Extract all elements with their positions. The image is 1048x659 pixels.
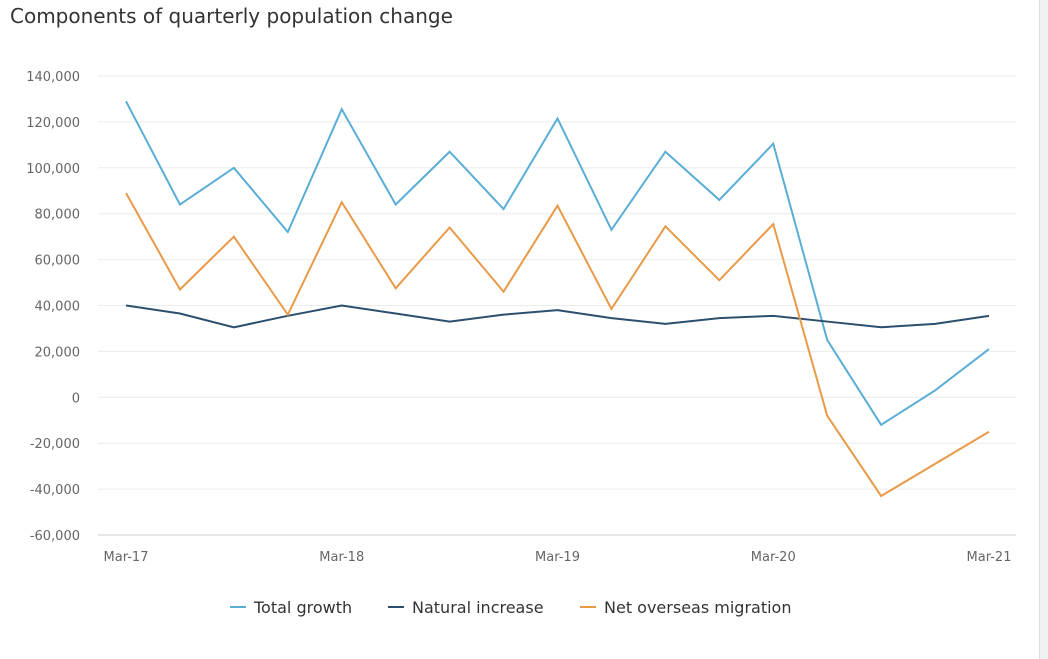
series-line-natural-increase xyxy=(125,304,990,329)
y-tick-label: 120,000 xyxy=(26,116,80,131)
y-tick-label: 20,000 xyxy=(35,345,81,360)
scrollbar[interactable] xyxy=(1039,0,1048,659)
y-tick-label: -40,000 xyxy=(30,483,80,498)
x-tick-label: Mar-19 xyxy=(535,550,580,565)
series-line-total-growth xyxy=(125,100,990,427)
y-tick-label: 80,000 xyxy=(35,208,81,223)
y-tick-label: 0 xyxy=(72,391,80,406)
x-tick-label: Mar-18 xyxy=(319,550,364,565)
x-tick-label: Mar-21 xyxy=(967,550,1012,565)
y-tick-label: 40,000 xyxy=(35,300,81,315)
legend-label: Net overseas migration xyxy=(604,598,791,617)
y-tick-label: 60,000 xyxy=(35,254,81,269)
legend-label: Total growth xyxy=(253,598,352,617)
x-tick-label: Mar-17 xyxy=(104,550,149,565)
y-tick-label: 140,000 xyxy=(26,70,80,85)
x-tick-label: Mar-20 xyxy=(751,550,796,565)
y-tick-label: 100,000 xyxy=(26,162,80,177)
series-line-net-overseas-migration xyxy=(125,192,990,498)
legend-label: Natural increase xyxy=(412,598,544,617)
chart-title: Components of quarterly population chang… xyxy=(10,4,453,28)
y-tick-label: -60,000 xyxy=(30,529,80,544)
y-tick-label: -20,000 xyxy=(30,437,80,452)
